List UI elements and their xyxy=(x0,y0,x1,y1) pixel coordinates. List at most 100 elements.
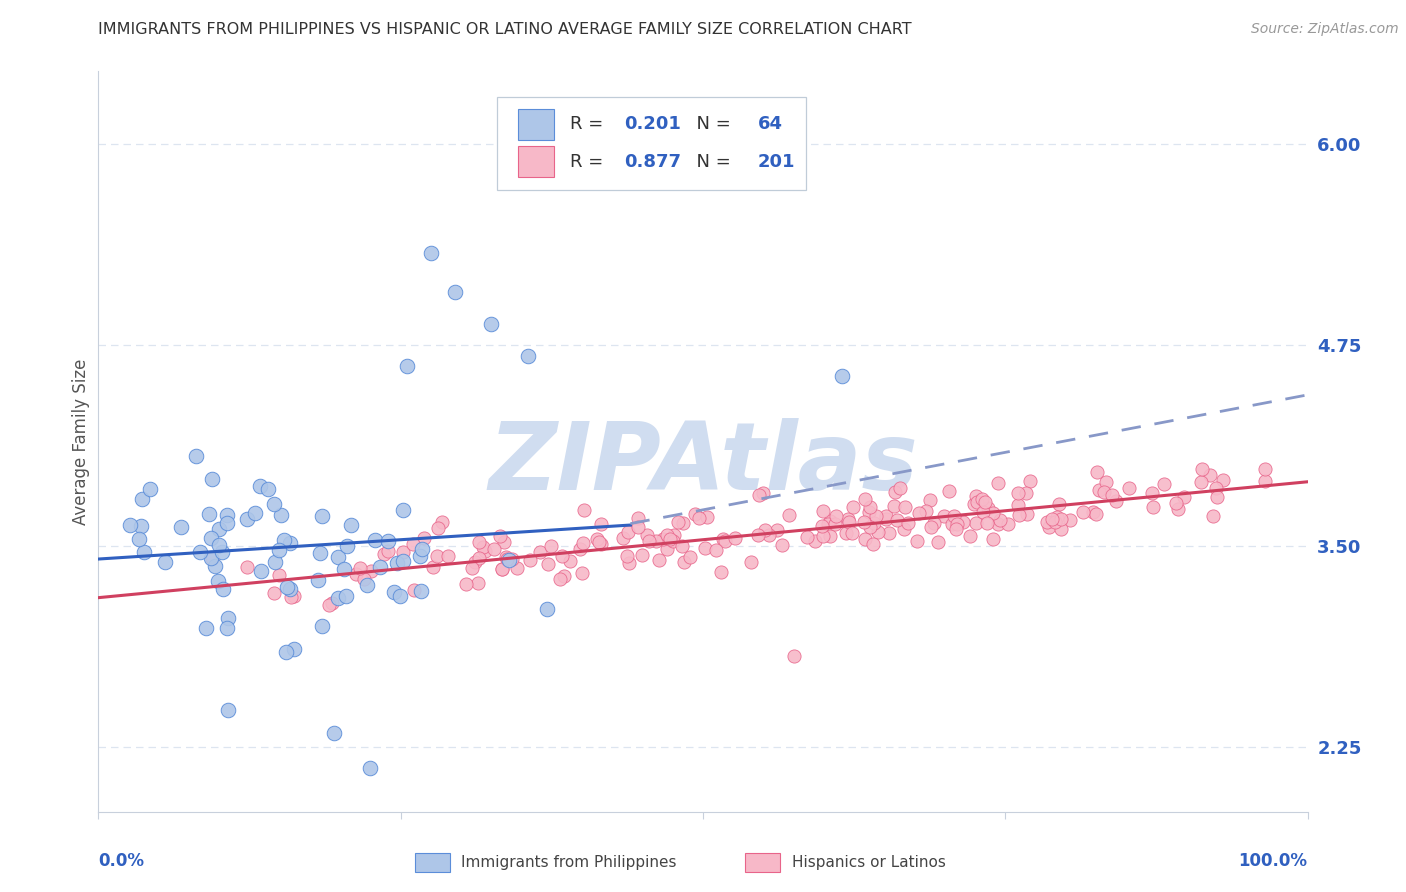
Point xyxy=(946,516,969,531)
Point xyxy=(1083,505,1105,519)
Point xyxy=(481,317,503,331)
Point xyxy=(824,516,846,531)
Bar xyxy=(517,109,554,140)
Text: 201: 201 xyxy=(758,153,794,170)
Point xyxy=(1043,515,1066,529)
Point xyxy=(139,482,162,496)
Point xyxy=(432,516,454,530)
Point xyxy=(1050,512,1073,526)
Point xyxy=(981,506,1004,520)
Point xyxy=(344,566,367,581)
Point xyxy=(853,532,876,546)
Point xyxy=(811,519,834,533)
Point xyxy=(859,500,882,514)
Point xyxy=(1101,487,1123,501)
Point xyxy=(748,488,770,502)
Text: IMMIGRANTS FROM PHILIPPINES VS HISPANIC OR LATINO AVERAGE FAMILY SIZE CORRELATIO: IMMIGRANTS FROM PHILIPPINES VS HISPANIC … xyxy=(98,22,912,37)
Point xyxy=(467,576,489,591)
Point xyxy=(360,761,382,775)
Point xyxy=(1153,477,1175,491)
Point xyxy=(392,545,415,559)
Point xyxy=(883,499,905,513)
Point xyxy=(155,555,177,569)
Point xyxy=(1142,500,1164,514)
Point xyxy=(666,515,689,529)
Point xyxy=(914,504,936,518)
Point xyxy=(659,533,682,547)
Point xyxy=(977,501,1000,516)
Point xyxy=(672,555,695,569)
Point xyxy=(392,502,415,516)
Point xyxy=(988,513,1011,527)
Point xyxy=(505,561,527,575)
Point xyxy=(754,524,776,538)
Point xyxy=(326,591,349,605)
Point xyxy=(560,554,582,568)
Point xyxy=(1202,508,1225,523)
Point xyxy=(548,572,571,586)
Point xyxy=(818,529,841,543)
Point xyxy=(853,492,876,507)
Point xyxy=(269,568,291,582)
Point xyxy=(766,523,789,537)
Point xyxy=(934,509,956,524)
Point xyxy=(612,532,634,546)
Text: 0.0%: 0.0% xyxy=(98,853,145,871)
Point xyxy=(825,508,848,523)
Point xyxy=(817,516,839,531)
Point xyxy=(1254,474,1277,488)
Point xyxy=(1191,462,1213,476)
Point xyxy=(1095,475,1118,489)
Point xyxy=(818,514,841,528)
Point xyxy=(349,561,371,575)
Point xyxy=(529,545,551,559)
Point xyxy=(981,533,1004,547)
Point xyxy=(1205,481,1227,495)
Point xyxy=(402,582,425,597)
Point xyxy=(236,512,259,526)
Point xyxy=(713,533,735,548)
Text: ZIPAtlas: ZIPAtlas xyxy=(488,417,918,509)
Point xyxy=(249,564,271,578)
Point xyxy=(382,584,405,599)
Point xyxy=(273,533,295,547)
Point xyxy=(835,526,858,541)
Point xyxy=(1199,468,1222,483)
Point xyxy=(627,510,650,524)
Point xyxy=(963,497,986,511)
Point xyxy=(688,511,710,525)
Point xyxy=(1018,474,1040,488)
Point xyxy=(672,516,695,531)
Point xyxy=(842,500,865,515)
Point xyxy=(492,534,515,549)
Point xyxy=(1189,475,1212,490)
Point xyxy=(308,546,330,560)
Point xyxy=(217,703,239,717)
Point xyxy=(1007,498,1029,512)
Point xyxy=(778,508,800,522)
Point xyxy=(409,583,432,598)
Text: N =: N = xyxy=(685,115,737,133)
Point xyxy=(905,533,928,548)
Point xyxy=(1105,494,1128,508)
Point xyxy=(572,503,595,517)
Point xyxy=(318,599,340,613)
Point xyxy=(257,482,280,496)
Point xyxy=(661,534,683,549)
Point xyxy=(966,495,988,509)
Point xyxy=(671,539,693,553)
Point xyxy=(495,551,517,566)
Point xyxy=(862,537,884,551)
Point xyxy=(987,516,1010,531)
Point xyxy=(200,550,222,565)
Point xyxy=(974,495,997,509)
Point xyxy=(724,531,747,545)
Point xyxy=(491,562,513,576)
Point xyxy=(841,526,863,541)
Point xyxy=(1166,496,1188,510)
Point xyxy=(328,549,350,564)
Point xyxy=(170,520,193,534)
Point xyxy=(501,551,523,566)
Point xyxy=(972,491,994,506)
Point xyxy=(245,506,267,520)
